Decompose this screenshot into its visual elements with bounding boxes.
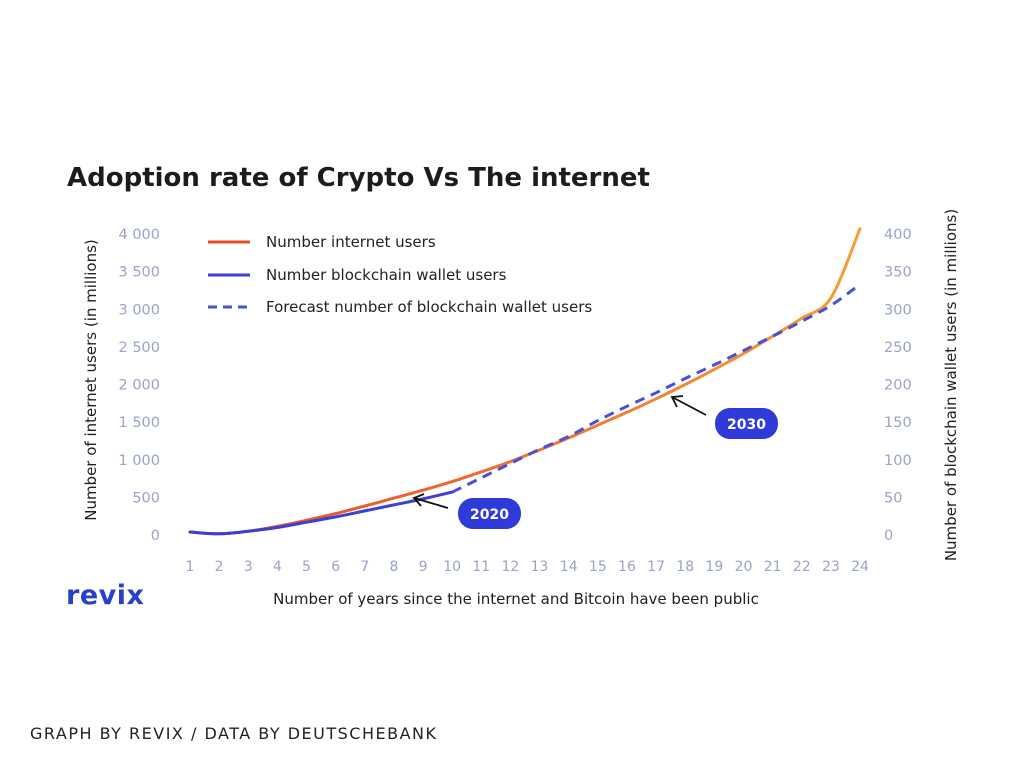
x-axis-label: Number of years since the internet and B… <box>273 590 759 608</box>
right-y-tick-label: 50 <box>884 490 902 506</box>
x-tick-label: 23 <box>822 559 840 575</box>
right-y-tick-label: 0 <box>884 528 893 544</box>
revix-logo: revix <box>66 580 144 611</box>
x-tick-label: 10 <box>443 559 461 575</box>
right-y-tick-label: 400 <box>884 227 912 243</box>
right-y-tick-label: 300 <box>884 302 912 318</box>
blockchain-users-line <box>188 490 454 536</box>
x-tick-label: 9 <box>419 559 428 575</box>
badge-2020 <box>458 498 521 529</box>
left-y-tick-label: 1 000 <box>118 453 160 469</box>
x-tick-label: 24 <box>851 559 869 575</box>
left-y-tick-label: 4 000 <box>118 227 160 243</box>
x-tick-label: 13 <box>531 559 549 575</box>
annotation-2020: 2020 <box>412 493 521 529</box>
right-y-axis-ticks: 0 50 100 150 200 250 300 350 400 <box>884 227 912 544</box>
left-y-tick-label: 2 000 <box>118 378 160 394</box>
x-tick-label: 20 <box>735 559 753 575</box>
series-lines <box>188 227 862 536</box>
left-y-tick-label: 0 <box>151 528 160 544</box>
x-tick-label: 22 <box>793 559 811 575</box>
legend-label-internet: Number internet users <box>266 233 436 251</box>
x-tick-label: 21 <box>764 559 782 575</box>
arrow-icon <box>671 396 707 416</box>
x-tick-label: 8 <box>389 559 398 575</box>
graph-credit: GRAPH BY REVIX / DATA BY DEUTSCHEBANK <box>30 724 438 743</box>
left-y-tick-label: 1 500 <box>118 415 160 431</box>
x-tick-label: 15 <box>589 559 607 575</box>
x-tick-label: 5 <box>302 559 311 575</box>
x-tick-label: 11 <box>472 559 490 575</box>
right-y-tick-label: 250 <box>884 340 912 356</box>
badge-2030 <box>715 408 778 439</box>
blockchain-forecast-line <box>451 283 861 494</box>
arrowhead-icon <box>670 395 684 408</box>
right-y-tick-label: 200 <box>884 378 912 394</box>
internet-users-line <box>188 227 862 536</box>
x-tick-label: 6 <box>331 559 340 575</box>
right-y-tick-label: 150 <box>884 415 912 431</box>
chart-title: Adoption rate of Crypto Vs The internet <box>67 163 650 193</box>
legend-label-forecast: Forecast number of blockchain wallet use… <box>266 298 592 316</box>
x-tick-label: 2 <box>215 559 224 575</box>
x-tick-label: 7 <box>360 559 369 575</box>
left-y-axis-ticks: 0 500 1 000 1 500 2 000 2 500 3 000 3 500 4 000 <box>118 227 160 544</box>
annotation-2030: 2030 <box>670 395 778 439</box>
badge-2030-label: 2030 <box>727 417 766 433</box>
x-tick-label: 17 <box>647 559 665 575</box>
left-y-tick-label: 2 500 <box>118 340 160 356</box>
right-y-tick-label: 100 <box>884 453 912 469</box>
left-y-tick-label: 500 <box>132 490 160 506</box>
left-y-axis-label: Number of internet users (in millions) <box>82 239 100 521</box>
legend: Number internet users Number blockchain … <box>208 233 592 316</box>
left-y-tick-label: 3 500 <box>118 265 160 281</box>
x-tick-label: 4 <box>273 559 282 575</box>
right-y-axis-label: Number of blockchain wallet users (in mi… <box>942 209 960 561</box>
arrow-icon <box>413 497 449 509</box>
x-tick-label: 1 <box>186 559 195 575</box>
legend-label-blockchain: Number blockchain wallet users <box>266 266 507 284</box>
x-tick-label: 19 <box>705 559 723 575</box>
x-tick-label: 18 <box>676 559 694 575</box>
x-tick-label: 14 <box>560 559 578 575</box>
x-tick-label: 16 <box>618 559 636 575</box>
x-axis-ticks: 1 2 3 4 5 6 7 8 9 10 11 12 13 14 15 16 17 18 19 20 21 22 23 24 <box>186 559 869 575</box>
x-tick-label: 12 <box>502 559 520 575</box>
badge-2020-label: 2020 <box>470 507 509 523</box>
left-y-tick-label: 3 000 <box>118 302 160 318</box>
arrowhead-icon <box>412 493 425 507</box>
right-y-tick-label: 350 <box>884 265 912 281</box>
x-tick-label: 3 <box>244 559 253 575</box>
